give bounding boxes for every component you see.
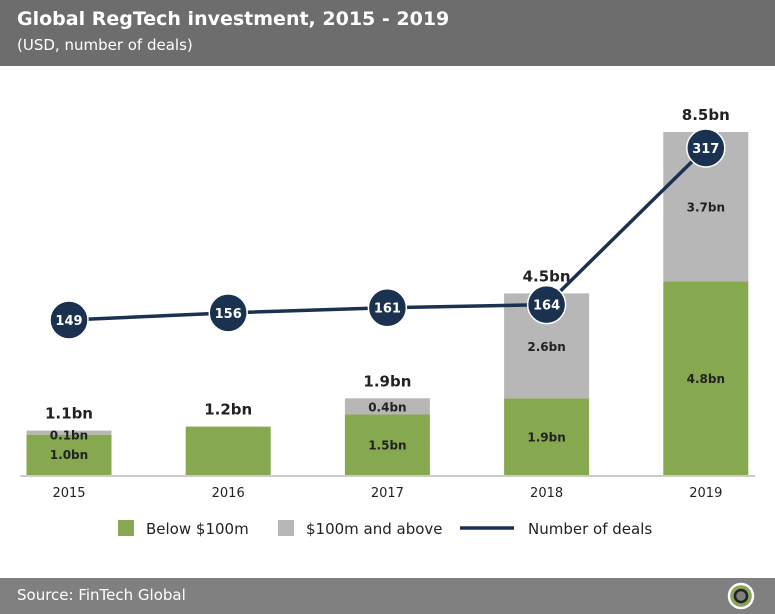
total-label: 1.2bn	[204, 401, 252, 419]
total-label: 4.5bn	[523, 267, 571, 285]
chart-title: Global RegTech investment, 2015 - 2019	[17, 8, 450, 30]
header: Global RegTech investment, 2015 - 2019 (…	[0, 0, 775, 66]
deals-marker	[686, 128, 726, 168]
legend-swatch-above	[278, 520, 294, 536]
legend-label: $100m and above	[306, 520, 443, 538]
data-label-below: 1.5bn	[368, 439, 406, 453]
x-tick-label: 2015	[52, 486, 85, 501]
legend-swatch-below	[118, 520, 134, 536]
data-label-above: 2.6bn	[527, 340, 565, 354]
data-label-above: 0.4bn	[368, 400, 406, 414]
deals-marker	[49, 300, 89, 340]
total-label: 1.1bn	[45, 405, 93, 423]
deals-label: 161	[374, 302, 401, 317]
total-label: 8.5bn	[682, 106, 730, 124]
total-label: 1.9bn	[363, 372, 411, 390]
legend-label: Number of deals	[528, 520, 652, 538]
x-tick-label: 2017	[371, 486, 404, 501]
deals-label: 164	[533, 299, 560, 314]
legend-label: Below $100m	[146, 520, 249, 538]
data-label-below: 1.9bn	[527, 431, 565, 445]
bar-below-100m	[344, 414, 430, 475]
bar-below-100m	[663, 281, 749, 475]
x-tick-label: 2019	[689, 486, 722, 501]
bar-100m-and-above	[344, 398, 430, 415]
footer: Source: FinTech Global	[0, 578, 775, 614]
bar-below-100m	[185, 426, 271, 475]
bar-below-100m	[26, 434, 112, 475]
chart-subtitle: (USD, number of deals)	[17, 36, 193, 54]
deals-label: 317	[692, 142, 719, 157]
deals-marker	[367, 287, 408, 328]
bar-100m-and-above	[26, 430, 112, 435]
deals-marker	[526, 284, 567, 325]
fintech-global-logo-icon	[727, 582, 755, 610]
x-tick-label: 2018	[530, 486, 563, 501]
source-text: Source: FinTech Global	[17, 586, 186, 604]
bar-below-100m	[504, 398, 590, 475]
x-tick-label: 2016	[212, 486, 245, 501]
deals-label: 149	[55, 314, 82, 329]
data-label-below: 4.8bn	[687, 372, 725, 386]
data-label-above: 3.7bn	[687, 201, 725, 215]
deals-marker	[208, 293, 248, 333]
data-label-below: 1.0bn	[50, 448, 88, 462]
data-label-above: 0.1bn	[50, 429, 88, 443]
deals-label: 156	[215, 307, 242, 322]
chart: 1.0bn 0.1bn 1.1bn 2015 1.2bn 2016 1.5bn 0.4bn 1.…	[20, 106, 755, 538]
